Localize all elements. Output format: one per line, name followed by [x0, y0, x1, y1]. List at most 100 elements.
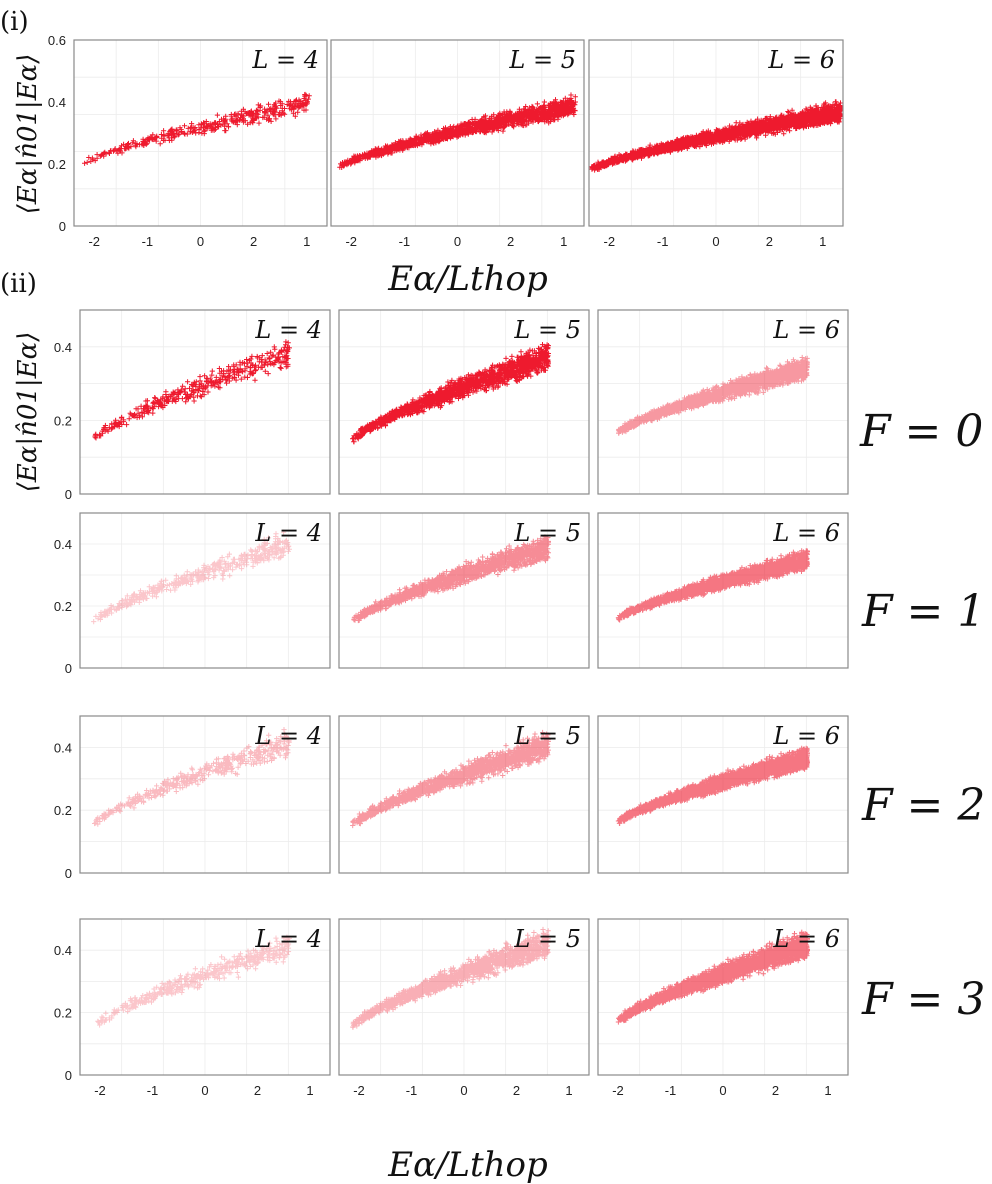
panel-frame — [79, 309, 331, 495]
x-tick-label: -1 — [399, 234, 411, 249]
panel-0: L = 4 0 0.2 0.4 0.6 -2 -1 0 2 1 — [48, 33, 328, 249]
panel-title: L = 5 — [513, 722, 581, 750]
x-tick-label: -1 — [142, 234, 154, 249]
panel-title: L = 6 — [767, 46, 835, 74]
panel-frame — [588, 39, 844, 227]
x-tick-label: 2 — [507, 234, 514, 249]
panel-title: L = 5 — [513, 925, 581, 953]
x-tick-label: 1 — [824, 1083, 831, 1098]
scatter-points — [92, 339, 292, 441]
x-tick-label: -2 — [612, 1083, 624, 1098]
ylabel-i: ⟨Eα|n̂01|Eα⟩ — [13, 54, 43, 215]
panel-title: L = 6 — [772, 925, 840, 953]
panel-frame — [338, 309, 590, 495]
x-tick-label: 2 — [766, 234, 773, 249]
y-tick-label: 0.4 — [54, 740, 72, 755]
panel-6: L = 4 0 0.2 0.4 — [54, 512, 331, 676]
xlabel-i: Eα/Lthop — [387, 259, 548, 299]
panel-2: L = 6 -2 -1 0 2 1 — [588, 39, 844, 249]
row-title-f1: F = 1 — [861, 586, 985, 637]
panel-title: L = 6 — [772, 519, 840, 547]
panel-frame — [597, 715, 849, 874]
scatter-points — [615, 548, 810, 623]
y-tick-label: 0.2 — [54, 413, 72, 428]
panel-frame — [597, 512, 849, 669]
panel-title: L = 4 — [251, 46, 319, 74]
x-tick-label: 2 — [250, 234, 257, 249]
panel-1: L = 5 -2 -1 0 2 1 — [330, 39, 585, 249]
panel-10: L = 5 — [338, 715, 590, 874]
scatter-points — [615, 745, 810, 826]
row-title-f0: F = 0 — [859, 406, 983, 457]
x-tick-label: -2 — [604, 234, 616, 249]
panel-title: L = 4 — [254, 722, 322, 750]
panel-title: L = 4 — [254, 925, 322, 953]
scatter-points — [350, 342, 551, 445]
panel-frame — [73, 39, 328, 227]
panel-13: L = 5 -2 -1 0 2 1 — [338, 918, 590, 1098]
panel-11: L = 6 — [597, 715, 849, 874]
y-tick-label: 0 — [65, 661, 72, 676]
x-tick-label: 1 — [819, 234, 826, 249]
y-tick-label: 0.4 — [54, 537, 72, 552]
x-tick-label: 1 — [560, 234, 567, 249]
x-tick-label: 1 — [306, 1083, 313, 1098]
x-tick-label: 0 — [460, 1083, 467, 1098]
panel-title: L = 6 — [772, 722, 840, 750]
panel-14: L = 6 -2 -1 0 2 1 — [597, 918, 849, 1098]
panel-title: L = 5 — [508, 46, 576, 74]
y-tick-label: 0.2 — [48, 157, 66, 172]
x-tick-label: 0 — [454, 234, 461, 249]
panel-frame — [79, 918, 331, 1076]
y-tick-label: 0.4 — [54, 340, 72, 355]
scatter-points — [616, 354, 810, 436]
scatter-points — [615, 929, 810, 1025]
y-tick-label: 0.6 — [48, 33, 66, 48]
x-tick-label: -1 — [665, 1083, 677, 1098]
x-tick-label: 1 — [565, 1083, 572, 1098]
x-tick-label: 0 — [201, 1083, 208, 1098]
y-tick-label: 0 — [65, 1068, 72, 1083]
x-tick-label: -2 — [94, 1083, 106, 1098]
panel-title: L = 4 — [254, 519, 322, 547]
x-tick-label: -1 — [406, 1083, 418, 1098]
y-tick-label: 0 — [65, 487, 72, 502]
panel-frame — [79, 512, 331, 669]
y-tick-label: 0.4 — [54, 943, 72, 958]
ylabel-ii: ⟨Eα|n̂01|Eα⟩ — [13, 332, 43, 493]
x-tick-label: -1 — [147, 1083, 159, 1098]
scatter-points — [337, 92, 578, 170]
x-tick-label: 0 — [197, 234, 204, 249]
panel-frame — [330, 39, 585, 227]
scatter-points — [589, 99, 844, 173]
y-tick-label: 0 — [65, 866, 72, 881]
part-i-label: (i) — [0, 7, 29, 37]
x-tick-label: -2 — [353, 1083, 365, 1098]
scatter-points — [82, 91, 312, 166]
panel-frame — [79, 715, 331, 874]
part-ii-label: (ii) — [0, 269, 37, 299]
panel-title: L = 5 — [513, 316, 581, 344]
panel-frame — [597, 918, 849, 1076]
y-tick-label: 0.2 — [54, 599, 72, 614]
scatter-points — [351, 534, 551, 624]
y-tick-label: 0.4 — [48, 95, 66, 110]
panel-3: L = 4 0 0.2 0.4 — [54, 309, 331, 502]
panel-title: L = 4 — [254, 316, 322, 344]
panel-7: L = 5 — [338, 512, 590, 669]
panel-frame — [338, 918, 590, 1076]
x-tick-label: -2 — [345, 234, 357, 249]
row-title-f2: F = 2 — [861, 780, 985, 831]
panel-5: L = 6 — [597, 309, 849, 495]
x-tick-label: 0 — [712, 234, 719, 249]
y-tick-label: 0.2 — [54, 1006, 72, 1021]
panel-12: L = 4 0 0.2 0.4 -2 -1 0 2 1 — [54, 918, 331, 1098]
scatter-points — [350, 926, 551, 1030]
panel-frame — [338, 512, 590, 669]
scatter-points — [92, 727, 292, 827]
x-tick-label: 0 — [719, 1083, 726, 1098]
scatter-points — [350, 729, 551, 829]
y-tick-label: 0.2 — [54, 803, 72, 818]
panels: L = 4 0 0.2 0.4 0.6 -2 -1 0 2 1 L = 5 -2 -1 0 2 1 L = 6 -… — [48, 33, 849, 1098]
